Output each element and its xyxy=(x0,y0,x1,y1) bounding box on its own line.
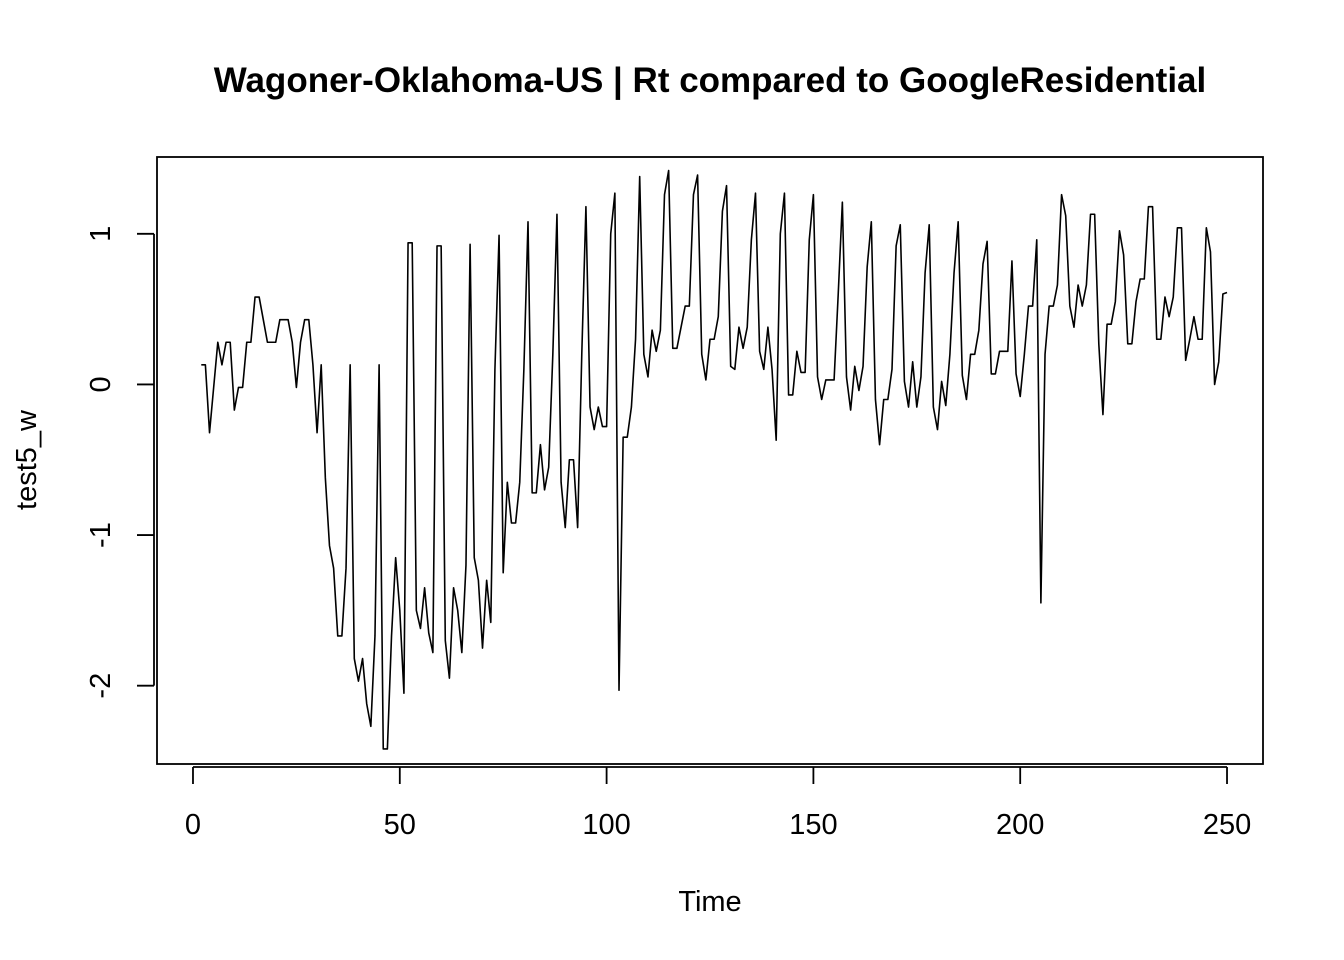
chart-title: Wagoner-Oklahoma-US | Rt compared to Goo… xyxy=(214,61,1207,100)
x-axis-label: Time xyxy=(678,886,741,918)
x-tick-label-1: 50 xyxy=(384,809,416,841)
y-tick-label-1: -1 xyxy=(85,522,117,548)
x-tick-label-2: 100 xyxy=(582,809,630,841)
y-axis: -2 -1 0 1 xyxy=(85,226,155,699)
y-tick-label-0: -2 xyxy=(85,673,117,699)
y-tick-label-2: 0 xyxy=(85,376,117,392)
x-axis: 0 50 100 150 200 250 xyxy=(185,766,1251,841)
plot-frame xyxy=(156,156,1264,765)
x-tick-label-5: 250 xyxy=(1203,809,1251,841)
y-axis-label: test5_w xyxy=(11,409,43,510)
x-tick-label-3: 150 xyxy=(789,809,837,841)
y-tick-label-3: 1 xyxy=(85,226,117,242)
x-tick-label-0: 0 xyxy=(185,809,201,841)
x-tick-label-4: 200 xyxy=(996,809,1044,841)
series-line xyxy=(201,169,1228,750)
